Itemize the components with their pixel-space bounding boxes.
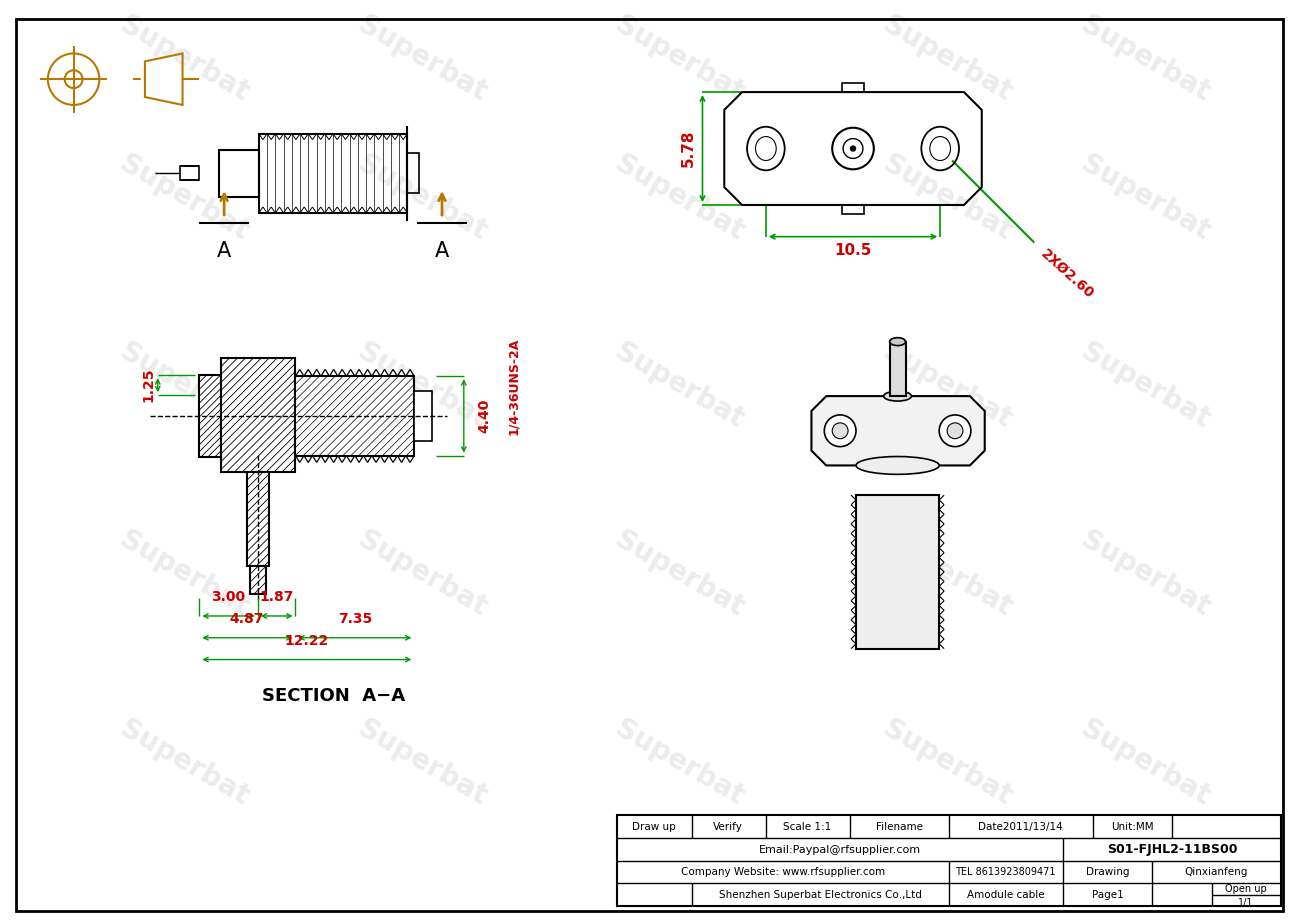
Text: Superbat: Superbat xyxy=(1076,338,1215,435)
Bar xyxy=(617,815,1281,906)
Text: Verify: Verify xyxy=(713,822,743,832)
Text: 10.5: 10.5 xyxy=(834,243,872,258)
Bar xyxy=(890,342,905,396)
Text: Superbat: Superbat xyxy=(878,338,1017,435)
Text: Superbat: Superbat xyxy=(116,150,253,246)
Text: 1.87: 1.87 xyxy=(260,590,294,604)
Bar xyxy=(247,472,269,566)
Text: Superbat: Superbat xyxy=(878,11,1017,108)
Text: Filename: Filename xyxy=(876,822,924,832)
Text: SECTION  A−A: SECTION A−A xyxy=(261,687,405,705)
Text: Page1: Page1 xyxy=(1091,891,1124,900)
Circle shape xyxy=(939,415,970,447)
Text: Superbat: Superbat xyxy=(1076,11,1215,108)
Ellipse shape xyxy=(856,457,939,474)
Text: Superbat: Superbat xyxy=(116,715,253,810)
Text: Superbat: Superbat xyxy=(611,11,750,108)
Text: 5.78: 5.78 xyxy=(681,130,696,168)
Text: Superbat: Superbat xyxy=(878,150,1017,246)
Text: Superbat: Superbat xyxy=(353,11,491,108)
Text: A: A xyxy=(435,240,449,261)
Circle shape xyxy=(833,423,848,438)
Text: Superbat: Superbat xyxy=(611,338,750,435)
Text: Superbat: Superbat xyxy=(353,715,491,810)
Text: 7.35: 7.35 xyxy=(338,612,372,626)
Text: Superbat: Superbat xyxy=(116,11,253,108)
Text: Shenzhen Superbat Electronics Co.,Ltd: Shenzhen Superbat Electronics Co.,Ltd xyxy=(718,891,922,900)
Bar xyxy=(179,167,199,181)
Text: Superbat: Superbat xyxy=(878,526,1017,623)
Bar xyxy=(414,391,433,440)
Text: Superbat: Superbat xyxy=(353,338,491,435)
Text: Superbat: Superbat xyxy=(353,150,491,246)
Bar xyxy=(199,376,221,457)
Text: 3.00: 3.00 xyxy=(210,590,246,604)
Text: Superbat: Superbat xyxy=(116,338,253,435)
Text: Qinxianfeng: Qinxianfeng xyxy=(1185,868,1248,878)
Text: Unit:MM: Unit:MM xyxy=(1111,822,1154,832)
Circle shape xyxy=(825,415,856,447)
Text: Open up: Open up xyxy=(1225,884,1267,894)
Text: Amodule cable: Amodule cable xyxy=(966,891,1044,900)
Bar xyxy=(295,377,414,456)
Text: 1/1: 1/1 xyxy=(1238,898,1254,908)
Bar xyxy=(220,149,259,197)
Text: 4.40: 4.40 xyxy=(478,399,492,433)
Text: Email:Paypal@rfsupplier.com: Email:Paypal@rfsupplier.com xyxy=(759,845,921,855)
Text: S01-FJHL2-11BS00: S01-FJHL2-11BS00 xyxy=(1107,844,1237,857)
Text: Superbat: Superbat xyxy=(611,715,750,810)
Bar xyxy=(842,205,864,214)
Text: Draw up: Draw up xyxy=(633,822,675,832)
Text: Superbat: Superbat xyxy=(611,150,750,246)
Text: Superbat: Superbat xyxy=(1076,150,1215,246)
Text: Superbat: Superbat xyxy=(1076,526,1215,623)
Text: 1.25: 1.25 xyxy=(142,368,156,402)
Polygon shape xyxy=(812,396,985,465)
Text: Scale 1:1: Scale 1:1 xyxy=(783,822,831,832)
Circle shape xyxy=(947,423,963,438)
Ellipse shape xyxy=(890,338,905,345)
Text: A: A xyxy=(217,240,231,261)
Text: Company Website: www.rfsupplier.com: Company Website: www.rfsupplier.com xyxy=(681,868,885,878)
Bar xyxy=(842,83,864,92)
Text: Drawing: Drawing xyxy=(1086,868,1129,878)
Bar xyxy=(856,495,939,648)
Text: Superbat: Superbat xyxy=(353,526,491,623)
Text: Superbat: Superbat xyxy=(1076,715,1215,810)
Text: Superbat: Superbat xyxy=(116,526,253,623)
Bar xyxy=(408,154,420,193)
Text: Superbat: Superbat xyxy=(611,526,750,623)
Text: 12.22: 12.22 xyxy=(284,634,329,647)
Ellipse shape xyxy=(883,391,912,401)
Bar xyxy=(249,566,266,594)
Circle shape xyxy=(851,146,856,151)
Text: 2XØ2.60: 2XØ2.60 xyxy=(1038,247,1096,301)
Bar xyxy=(221,358,295,472)
Text: 4.87: 4.87 xyxy=(230,612,264,626)
Text: Superbat: Superbat xyxy=(878,715,1017,810)
Text: Date2011/13/14: Date2011/13/14 xyxy=(978,822,1063,832)
Text: 1/4-36UNS-2A: 1/4-36UNS-2A xyxy=(507,337,520,435)
Text: TEL 8613923809471: TEL 8613923809471 xyxy=(955,868,1056,878)
Bar xyxy=(259,134,408,213)
